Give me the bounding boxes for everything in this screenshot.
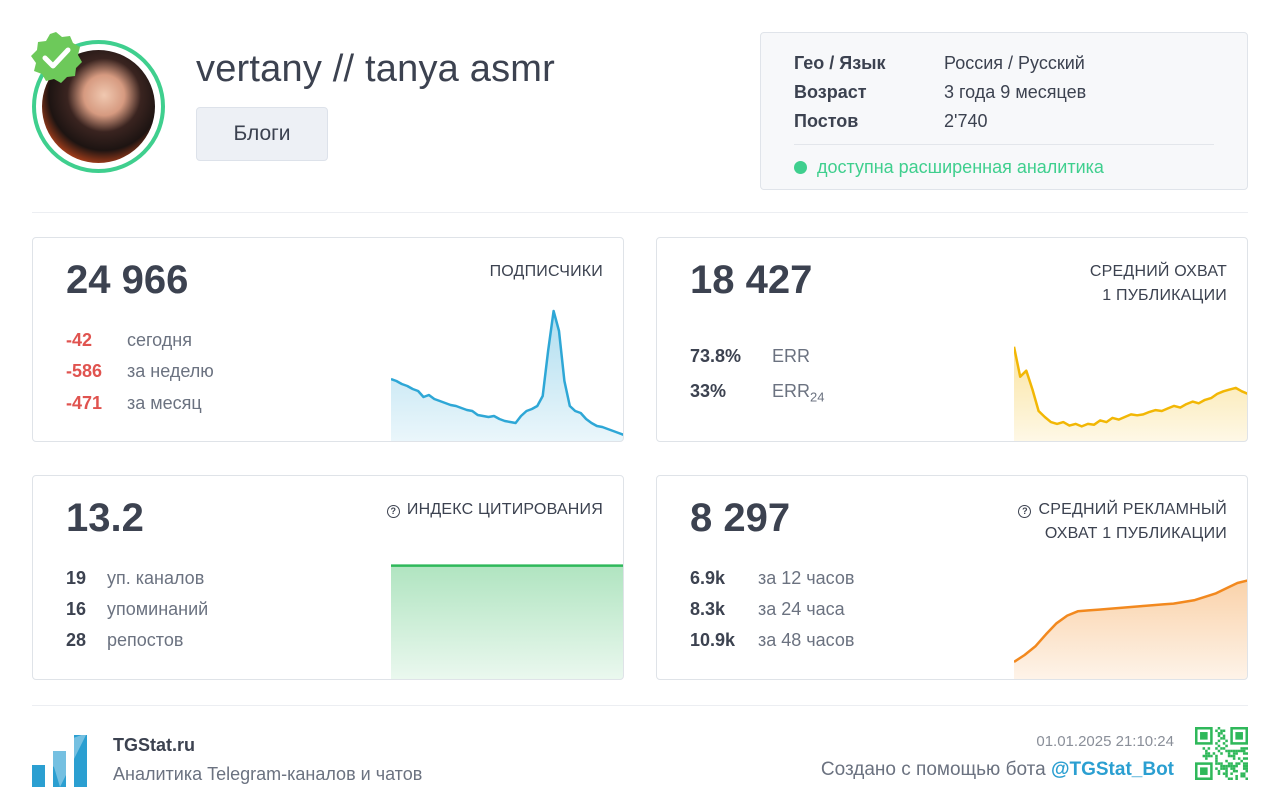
reach-sparkline: [1014, 346, 1247, 441]
reach-label-line2: 1 ПУБЛИКАЦИИ: [1102, 287, 1227, 304]
stat-label: уп. каналов: [107, 568, 205, 588]
subscribers-count: 24 966: [66, 258, 189, 302]
made-by-prefix: Создано с помощью бота: [820, 759, 1051, 780]
info-row-age: Возраст 3 года 9 месяцев: [794, 82, 1086, 103]
stat-label: сегодня: [127, 330, 192, 350]
ad-reach-value: 8 297: [690, 496, 791, 540]
channel-info-panel: Гео / Язык Россия / Русский Возраст 3 го…: [760, 32, 1248, 190]
stat-value: -586: [66, 361, 103, 381]
stat-value: 10.9k: [690, 630, 736, 650]
citation-label-text: ИНДЕКС ЦИТИРОВАНИЯ: [406, 501, 603, 518]
divider: [794, 144, 1214, 145]
stat-row: 19 уп. каналов: [66, 568, 204, 589]
brand-name[interactable]: TGStat.ru: [113, 735, 196, 755]
citation-index: 13.2: [66, 496, 144, 540]
sparkline-line: [391, 309, 623, 436]
sparkline-area: [1014, 580, 1247, 679]
info-key: Постов: [794, 111, 859, 131]
stat-label: ERR: [772, 346, 811, 366]
info-value: 3 года 9 месяцев: [944, 82, 1087, 102]
stat-row: 10.9k за 48 часов: [690, 630, 854, 651]
stat-row: 8.3k за 24 часа: [690, 599, 845, 620]
ad-reach-sparkline: [1014, 579, 1247, 679]
stat-row: 33% ERR24: [690, 381, 824, 405]
stat-value: -42: [66, 330, 93, 350]
divider: [32, 212, 1248, 213]
verified-badge-icon: [31, 32, 82, 83]
stat-value: 16: [66, 599, 87, 619]
info-value: Россия / Русский: [944, 53, 1085, 73]
stat-row: 6.9k за 12 часов: [690, 568, 854, 589]
channel-title: vertany // tanya asmr: [196, 48, 556, 90]
citation-sparkline: [391, 564, 623, 679]
info-row-geo: Гео / Язык Россия / Русский: [794, 53, 1085, 74]
stat-row: -586 за неделю: [66, 361, 214, 382]
help-icon[interactable]: ?: [386, 505, 400, 518]
citation-card[interactable]: 13.2 ? ИНДЕКС ЦИТИРОВАНИЯ 19 уп. каналов …: [32, 475, 624, 680]
sparkline-area: [391, 311, 623, 441]
reach-card[interactable]: 18 427 СРЕДНИЙ ОХВАТ 1 ПУБЛИКАЦИИ 73.8% …: [656, 237, 1248, 442]
status-dot-icon: [794, 161, 807, 174]
sparkline-line: [1014, 346, 1247, 428]
stat-value: 6.9k: [690, 568, 726, 588]
analytics-status-text: доступна расширенная аналитика: [817, 157, 1104, 177]
stat-label: репостов: [107, 630, 184, 650]
info-key: Возраст: [794, 82, 867, 102]
stat-label: упоминаний: [107, 599, 209, 619]
channel-header: vertany // tanya asmr Блоги Гео / Язык Р…: [0, 0, 1280, 212]
err-label: ERR: [772, 381, 811, 401]
avatar-container: [31, 32, 165, 173]
category-button[interactable]: Блоги: [196, 107, 328, 161]
subscribers-sparkline: [391, 309, 623, 441]
ad-reach-card[interactable]: 8 297 ? СРЕДНИЙ РЕКЛАМНЫЙ ОХВАТ 1 ПУБЛИКА…: [656, 475, 1248, 680]
ad-reach-label-line1: СРЕДНИЙ РЕКЛАМНЫЙ: [1038, 501, 1227, 518]
brand-tagline: Аналитика Telegram-каналов и чатов: [113, 764, 423, 784]
reach-label: СРЕДНИЙ ОХВАТ 1 ПУБЛИКАЦИИ: [1090, 260, 1227, 308]
info-value: 2'740: [944, 111, 988, 131]
help-icon[interactable]: ?: [1018, 505, 1032, 518]
sparkline-area: [1014, 346, 1247, 441]
info-row-posts: Постов 2'740: [794, 111, 987, 132]
err-subscript: 24: [810, 389, 825, 405]
reach-value: 18 427: [690, 258, 813, 302]
stat-row: -42 сегодня: [66, 330, 192, 351]
info-key: Гео / Язык: [794, 53, 886, 73]
ad-reach-label-line2: ОХВАТ 1 ПУБЛИКАЦИИ: [1044, 525, 1227, 542]
citation-label: ? ИНДЕКС ЦИТИРОВАНИЯ: [386, 498, 603, 522]
reach-label-line1: СРЕДНИЙ ОХВАТ: [1089, 263, 1227, 280]
stat-row: 28 репостов: [66, 630, 183, 651]
stat-row: 16 упоминаний: [66, 599, 208, 620]
qr-code-icon[interactable]: [1195, 727, 1248, 780]
stat-value: 8.3k: [690, 599, 726, 619]
subscribers-card[interactable]: 24 966 ПОДПИСЧИКИ -42 сегодня -586 за не…: [32, 237, 624, 442]
report-timestamp: 01.01.2025 21:10:24: [1036, 733, 1174, 750]
stat-value: 73.8%: [690, 346, 742, 366]
tgstat-logo-icon: [32, 733, 87, 787]
analytics-status[interactable]: доступна расширенная аналитика: [794, 157, 1104, 178]
stat-value: 19: [66, 568, 87, 588]
sparkline-area: [391, 565, 623, 679]
stat-label: за 24 часа: [758, 599, 845, 619]
bot-link[interactable]: @TGStat_Bot: [1050, 759, 1174, 780]
stat-value: 33%: [690, 381, 727, 401]
stat-value: -471: [66, 393, 103, 413]
divider: [32, 705, 1248, 706]
stat-row: -471 за месяц: [66, 393, 202, 414]
stat-row: 73.8% ERR: [690, 346, 810, 367]
stat-value: 28: [66, 630, 87, 650]
sparkline-line: [1014, 579, 1247, 663]
subscribers-label: ПОДПИСЧИКИ: [489, 263, 603, 280]
stat-label: за месяц: [127, 393, 202, 413]
stat-label: за 48 часов: [758, 630, 855, 650]
made-by-text: Создано с помощью бота @TGStat_Bot: [821, 759, 1174, 781]
stat-label: ERR24: [772, 381, 824, 405]
stat-label: за неделю: [127, 361, 214, 381]
stat-label: за 12 часов: [758, 568, 855, 588]
ad-reach-label: ? СРЕДНИЙ РЕКЛАМНЫЙ ОХВАТ 1 ПУБЛИКАЦИИ: [1018, 498, 1227, 546]
